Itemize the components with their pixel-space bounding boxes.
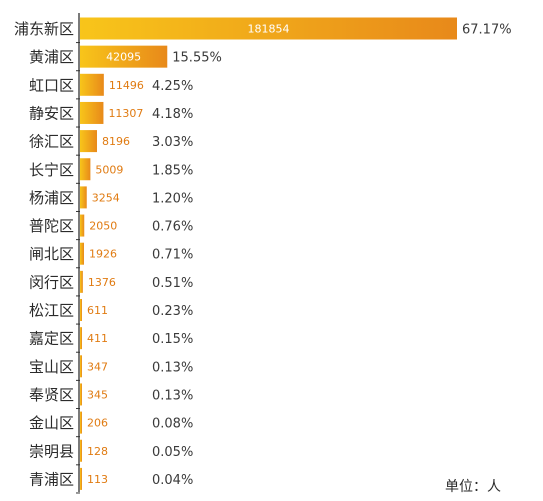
category-label: 金山区 xyxy=(29,414,74,432)
percent-label: 0.15% xyxy=(152,332,193,347)
value-label: 1926 xyxy=(89,248,117,261)
value-label: 181854 xyxy=(248,23,290,36)
percent-label: 0.13% xyxy=(152,360,193,375)
category-label: 松江区 xyxy=(29,302,74,320)
bar xyxy=(80,73,104,96)
category-label: 嘉定区 xyxy=(29,330,74,348)
category-label: 奉贤区 xyxy=(29,386,74,404)
bar xyxy=(80,467,82,490)
percent-label: 0.76% xyxy=(152,220,193,235)
bar xyxy=(80,411,82,434)
category-label: 杨浦区 xyxy=(29,189,74,207)
bar xyxy=(80,355,82,378)
value-label: 2050 xyxy=(89,220,117,233)
percent-label: 0.23% xyxy=(152,304,193,319)
category-label: 宝山区 xyxy=(29,358,74,376)
percent-label: 0.08% xyxy=(152,417,193,432)
percent-label: 67.17% xyxy=(462,23,512,38)
bar xyxy=(80,383,82,406)
bar xyxy=(80,270,83,293)
bar xyxy=(80,214,85,237)
category-label: 长宁区 xyxy=(29,161,74,179)
value-label: 411 xyxy=(87,332,108,345)
category-label: 静安区 xyxy=(29,104,74,122)
value-label: 611 xyxy=(87,304,108,317)
category-label: 浦东新区 xyxy=(14,20,74,38)
category-label: 虹口区 xyxy=(29,76,74,94)
chart-marks: 浦东新区 181854 67.17% 黄浦区 42095 15.55% 虹口区 11496 4.… xyxy=(14,17,512,494)
value-label: 3254 xyxy=(92,191,120,204)
percent-label: 0.51% xyxy=(152,276,193,291)
bar xyxy=(80,130,97,153)
value-label: 345 xyxy=(87,388,108,401)
percent-label: 1.20% xyxy=(152,191,193,206)
bar xyxy=(80,327,82,350)
category-label: 闸北区 xyxy=(29,245,74,263)
value-label: 1376 xyxy=(88,276,116,289)
percent-label: 15.55% xyxy=(172,51,222,66)
bar xyxy=(80,101,104,124)
bar xyxy=(80,17,457,40)
category-label: 青浦区 xyxy=(29,470,74,488)
bar xyxy=(80,439,82,462)
percent-label: 0.05% xyxy=(152,445,193,460)
percent-label: 0.04% xyxy=(152,473,193,488)
percent-label: 3.03% xyxy=(152,135,193,150)
unit-label: 单位：人 xyxy=(445,479,501,495)
value-label: 206 xyxy=(87,417,108,430)
percent-label: 0.13% xyxy=(152,388,193,403)
value-label: 42095 xyxy=(106,51,141,64)
value-label: 11307 xyxy=(108,107,143,120)
value-label: 5009 xyxy=(95,163,123,176)
percent-label: 0.71% xyxy=(152,248,193,263)
category-label: 徐汇区 xyxy=(29,133,74,151)
category-label: 黄浦区 xyxy=(29,48,74,66)
value-label: 11496 xyxy=(109,79,144,92)
bar xyxy=(80,242,84,265)
bar xyxy=(80,186,87,209)
category-label: 闵行区 xyxy=(29,273,74,291)
percent-label: 4.18% xyxy=(152,107,193,122)
bar xyxy=(80,158,91,181)
bar xyxy=(80,299,82,321)
value-label: 113 xyxy=(87,473,108,486)
value-label: 347 xyxy=(87,360,108,373)
percent-label: 4.25% xyxy=(152,79,193,94)
value-label: 128 xyxy=(87,445,108,458)
category-label: 普陀区 xyxy=(29,217,74,235)
category-label: 崇明县 xyxy=(29,442,74,460)
percent-label: 1.85% xyxy=(152,163,193,178)
bar xyxy=(80,45,168,68)
value-label: 8196 xyxy=(102,135,130,148)
